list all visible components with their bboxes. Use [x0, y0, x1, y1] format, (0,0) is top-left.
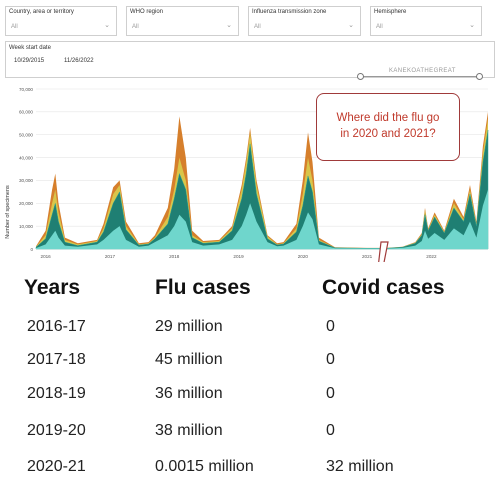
filter-hemisphere[interactable]: Hemisphere All ⌄: [370, 6, 482, 36]
x-tick-label: 2017: [105, 254, 116, 259]
filter-hemisphere-value: All: [376, 24, 383, 30]
filter-who-region[interactable]: WHO region All ⌄: [126, 6, 239, 36]
filter-country-label: Country, area or territory: [9, 9, 74, 15]
filter-who-region-value: All: [132, 24, 139, 30]
x-tick-label: 2020: [298, 254, 309, 259]
callout-line-1: Where did the flu go: [336, 112, 440, 124]
table-cell-covid: 0: [326, 351, 335, 368]
chevron-down-icon: ⌄: [104, 22, 110, 29]
filter-who-region-label: WHO region: [130, 9, 164, 15]
x-tick-label: 2021: [362, 254, 373, 259]
week-range-label: Week start date: [9, 45, 51, 51]
date-range-slider-start-handle[interactable]: [357, 73, 364, 80]
table-cell-year: 2017-18: [27, 351, 86, 368]
header-years: Years: [24, 276, 81, 299]
table-cell-year: 2016-17: [27, 318, 86, 335]
flu-covid-table: Years Flu cases Covid cases 2016-17 29 m…: [0, 262, 500, 504]
table-cell-covid: 0: [326, 422, 335, 439]
week-range-filter: Week start date 10/29/2015 11/26/2022 KA…: [5, 41, 495, 80]
table-cell-covid: 32 million: [326, 458, 394, 475]
x-tick-label: 2022: [426, 254, 437, 259]
chevron-down-icon: ⌄: [469, 22, 475, 29]
table-cell-flu: 38 million: [155, 422, 223, 439]
table-cell-year: 2020-21: [27, 458, 86, 475]
x-tick-label: 2018: [169, 254, 180, 259]
chevron-down-icon: ⌄: [226, 22, 232, 29]
table-cell-year: 2018-19: [27, 385, 86, 402]
series-area-teal-light: [36, 189, 488, 249]
y-tick-label: 60,000: [19, 110, 33, 115]
table-cell-flu: 0.0015 million: [155, 458, 254, 475]
table-cell-covid: 0: [326, 318, 335, 335]
y-tick-label: 50,000: [19, 133, 33, 138]
header-covid-cases: Covid cases: [322, 276, 445, 299]
week-end-input[interactable]: 11/26/2022: [64, 58, 94, 64]
y-tick-label: 40,000: [19, 155, 33, 160]
x-tick-label: 2019: [233, 254, 244, 259]
callout-bubble: Where did the flu go in 2020 and 2021?: [316, 93, 460, 161]
y-tick-label: 0: [30, 247, 33, 252]
dashboard-panel: Country, area or territory All ⌄ WHO reg…: [0, 6, 500, 262]
filter-hemisphere-label: Hemisphere: [374, 9, 407, 15]
table-cell-flu: 45 million: [155, 351, 223, 368]
filter-country[interactable]: Country, area or territory All ⌄: [5, 6, 117, 36]
table-cell-covid: 0: [326, 385, 335, 402]
y-axis-label: Number of specimens: [5, 185, 11, 239]
date-range-slider-end-handle[interactable]: [476, 73, 483, 80]
filter-transmission-zone-value: All: [254, 24, 261, 30]
y-tick-label: 70,000: [19, 87, 33, 92]
flu-specimens-chart: 0 10,000 20,000 30,000 40,000 50,000 60,000 70,…: [0, 80, 500, 262]
y-tick-label: 30,000: [19, 178, 33, 183]
date-range-slider-track[interactable]: [360, 76, 480, 77]
callout-line-2: in 2020 and 2021?: [340, 128, 436, 140]
table-cell-flu: 29 million: [155, 318, 223, 335]
series-area-teal-dark: [35, 130, 489, 250]
chevron-down-icon: ⌄: [348, 22, 354, 29]
filter-country-value: All: [11, 24, 18, 30]
filter-transmission-zone[interactable]: Influenza transmission zone All ⌄: [248, 6, 361, 36]
y-tick-label: 20,000: [19, 201, 33, 206]
callout-pointer: [378, 241, 389, 262]
header-flu-cases: Flu cases: [155, 276, 251, 299]
y-tick-label: 10,000: [19, 224, 33, 229]
watermark: KANEKOATHEGREAT: [389, 68, 456, 74]
week-start-input[interactable]: 10/29/2015: [14, 58, 45, 64]
filter-transmission-zone-label: Influenza transmission zone: [252, 9, 327, 15]
table-cell-year: 2019-20: [27, 422, 86, 439]
chart-svg: 0 10,000 20,000 30,000 40,000 50,000 60,000 70,…: [5, 87, 489, 262]
table-cell-flu: 36 million: [155, 385, 223, 402]
x-tick-label: 2016: [41, 254, 52, 259]
